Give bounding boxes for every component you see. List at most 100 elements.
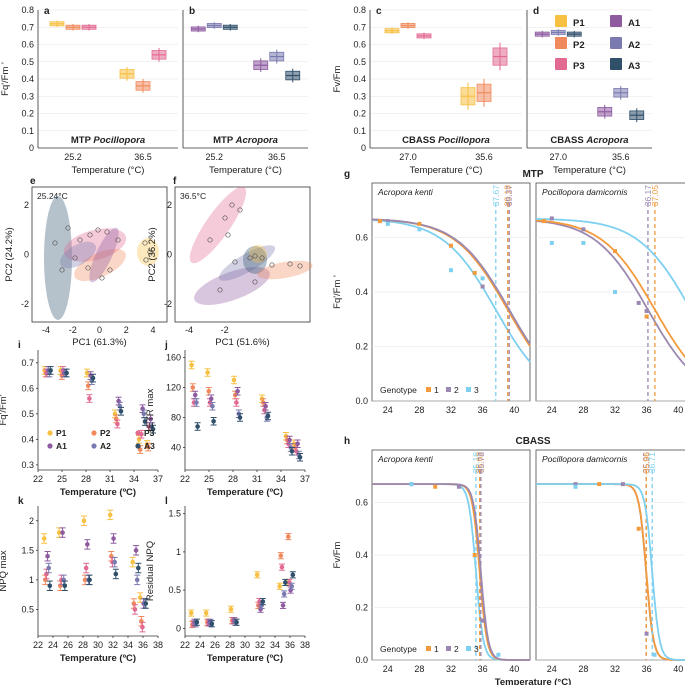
panel-f-ellipse [257,260,313,280]
panel-k-xtick: 28 [78,640,88,650]
panel-k-point-A3 [113,571,119,577]
panel-g-datapoint [377,219,382,224]
panel-g-curve-g2 [535,220,685,367]
panel-h-datapoint [472,553,477,557]
panel-e-ylabel: PC2 (24.2%) [4,227,15,281]
panel-c-xlabel: Temperature (°C) [410,165,483,176]
panel-j-point-A1 [295,441,300,447]
legend-swatch-A1 [610,15,622,27]
panel-k-point-A2 [134,577,140,583]
panel-j-ytick: 160 [166,353,181,363]
panel-k-point-A1 [45,553,50,559]
panel-j-label: j [164,340,168,351]
panel-i-xtick: 31 [105,474,115,484]
panel-j-point-P3 [234,400,239,405]
panel-g-title: MTP [522,169,543,180]
panel-k-xtick: 30 [93,640,103,650]
panel-j-point-P1 [231,377,237,383]
panel-a-title: MTP Pocillopora [71,135,145,146]
panel-k-point-P1 [107,512,113,518]
panel-h-datapoint [433,484,438,489]
panel-i-point-A3 [90,375,96,381]
panel-i-legend-label-P2: P2 [100,428,111,438]
panel-k-point-A1 [85,542,90,547]
panel-a-ytick: 0.3 [21,91,34,101]
panel-k-xtick: 38 [153,640,163,650]
panel-j-point-P1 [205,370,210,375]
panel-g-datapoint [472,270,477,275]
panel-h-legend-item: 2 [454,644,459,654]
panel-g-datapoint [636,300,641,305]
panel-f-ytick: 0 [167,250,172,260]
panel-h-legend-swatch [466,646,471,651]
panel-k-ytick: 1.5 [21,545,34,555]
panel-h-datapoint [496,652,501,657]
panel-d-title-species: Acropora [585,135,628,146]
panel-l-point-A3 [283,580,288,585]
panel-j-point-A1 [263,403,268,409]
panel-g-ed50-label-g2: 36.17 [643,185,653,207]
panel-e-ytick: 2 [24,200,29,210]
panel-b-title-prefix: MTP [213,135,236,146]
panel-l-point-A2 [281,591,287,597]
panel-f-point [259,255,265,261]
panel-g-xtick: 28 [578,405,588,415]
panel-i-point-A3 [48,368,53,373]
panel-j-xtick: 37 [300,474,310,484]
panel-e-point [52,240,58,246]
panel-c-ytick: 0.4 [353,74,366,84]
panel-f-label: f [173,176,177,187]
panel-h-xtick: 36 [478,664,488,674]
panel-j-point-A1 [208,396,214,402]
panel-g-curve-g3 [535,218,685,302]
panel-a-title-species: Pocillopora [93,135,145,146]
panel-h-ed50-label-g3: 35.16 [471,452,481,474]
panel-j-point-A3 [265,413,271,419]
panel-f-point [207,237,213,243]
panel-a-xtick: 25.2 [64,152,82,162]
panel-j-point-A1 [192,392,198,398]
panel-i-point-A2 [141,411,147,417]
panel-f-xlabel: PC1 (51.6%) [215,337,269,348]
panel-h-title: CBASS [515,436,550,447]
panel-i-ytick: 0.7 [21,358,34,368]
panel-h-xtick: 24 [547,664,557,674]
panel-j-point-A3 [211,418,216,424]
panel-l-point-P1 [277,583,282,589]
panel-g-datapoint [613,249,617,254]
panel-i-point-P2 [145,444,151,450]
panel-d-xlabel: Temperature (°C) [553,165,626,176]
panel-i-xtick: 34 [129,474,139,484]
panel-h-xtick: 24 [383,664,393,674]
panel-e-xtick: 0 [97,325,102,335]
panel-i-legend-dot-A1 [47,443,53,449]
panel-l-point-A2 [289,583,294,589]
panel-g-datapoint [385,219,390,224]
panel-l-point-A3 [234,619,239,625]
panel-g-legend-swatch [426,387,431,392]
panel-i-legend-dot-A3 [135,443,141,449]
panel-c-ytick: 0.8 [353,5,366,15]
panel-e-point [85,265,91,271]
panel-j-point-A1 [287,437,292,443]
panel-g-xtick: 24 [547,405,557,415]
panel-e-ytick: -2 [21,299,29,309]
panel-h-xtick: 32 [610,664,620,674]
panel-e-xtick: -4 [42,325,50,335]
panel-l-point-P1 [188,610,194,616]
panel-k-point-P1 [56,530,62,535]
panel-i-ytick: 0.4 [21,434,34,444]
panel-h-ytick: 0.6 [355,498,368,508]
panel-g-legend-swatch [466,387,471,392]
panel-g-datapoint [581,227,586,232]
legend-label-A3: A3 [628,61,640,72]
panel-h-datapoint [636,526,641,531]
panel-g-datapoint [449,243,453,248]
panel-g-datapoint [613,290,617,294]
panel-l-point-P1 [254,572,260,578]
panel-a-ytick: 0.2 [21,109,34,119]
panel-g-datapoint [549,216,554,221]
panel-i-legend-label-P3: P3 [144,428,155,438]
panel-g-ytick: 0.2 [355,342,368,352]
panel-g-datapoint [644,314,649,319]
